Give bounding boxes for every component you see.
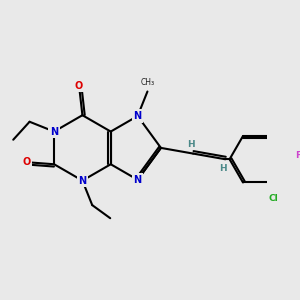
Text: N: N bbox=[78, 176, 86, 186]
Text: F: F bbox=[295, 151, 300, 160]
Text: O: O bbox=[75, 81, 83, 91]
Text: Cl: Cl bbox=[268, 194, 278, 203]
Text: N: N bbox=[134, 111, 142, 121]
Text: H: H bbox=[187, 140, 195, 149]
Text: O: O bbox=[22, 157, 30, 167]
Text: H: H bbox=[219, 164, 227, 173]
Text: N: N bbox=[134, 175, 142, 185]
Text: CH₃: CH₃ bbox=[140, 78, 154, 87]
Text: N: N bbox=[50, 127, 58, 136]
